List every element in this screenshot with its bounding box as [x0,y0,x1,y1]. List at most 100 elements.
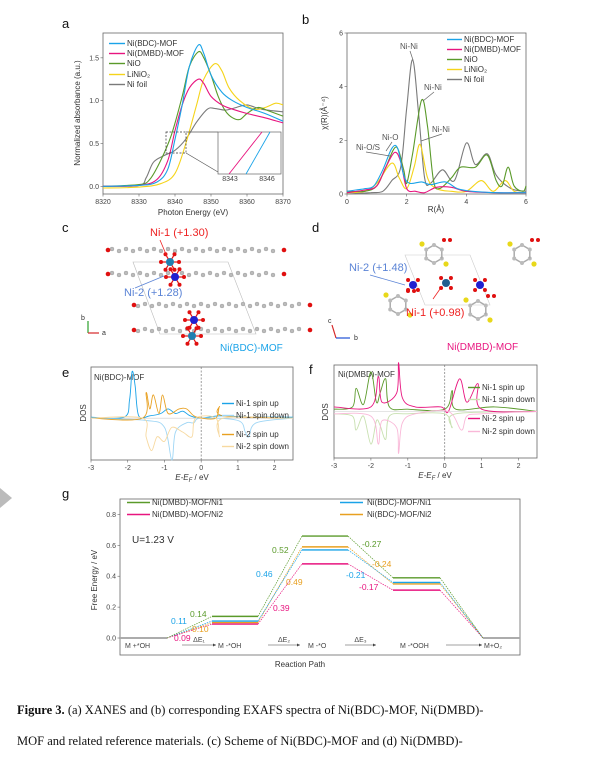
carbon-atom [242,272,248,278]
energy-value-label: 0.14 [190,609,207,619]
energy-connector [347,549,394,583]
carbon-atom [221,246,227,252]
carbon-atom [165,270,171,276]
carbon-atom [235,270,241,276]
oxygen-atom [199,334,203,338]
dos-chart-dmbd: Ni(DMBD)-MOF DOS E-EF / eV -3 -2 -1 0 1 2 Ni-1… [321,362,538,482]
legend-label: Ni-1 spin down [236,411,289,420]
carbon-atom [165,246,171,252]
carbon-atom [184,301,190,307]
oxygen-atom [163,267,168,272]
legend-label: Ni(DMBD)-MOF [127,49,184,58]
x-axis-label: Reaction Path [275,660,325,669]
series-line-ni-foil [102,104,284,187]
x-tick-label: 0 [199,465,203,472]
y-tick-label: 0.0 [106,636,116,643]
step-label: M -*OOH [400,643,429,650]
oxygen-atom [196,310,201,315]
x-tick-label: 8340 [167,199,183,206]
energy-connector [257,549,303,622]
energy-connector [439,589,484,639]
series-line-ni-dmbd-mof [346,151,527,194]
carbon-atom [263,270,269,276]
carbon-atom [468,312,473,317]
sulfur-atom [507,241,513,247]
zoom-region-box [165,131,187,154]
carbon-atom [233,303,239,309]
axis-c-label: c [328,318,332,325]
legend-label: Ni-1 spin up [236,399,279,408]
oxygen-atom [105,271,111,277]
peak-annotation: Ni-Ni [400,42,418,51]
legend-label: Ni foil [464,75,484,84]
energy-connector [347,535,394,579]
legend-label: Ni foil [127,80,147,89]
carbon-atom [388,307,393,312]
energy-connector [439,577,484,639]
oxygen-atom [105,247,111,253]
arrowhead [373,643,376,647]
carbon-atom [149,328,155,334]
y-tick-label: 6 [339,31,343,38]
y-tick-label: 0.6 [106,543,116,550]
y-tick-label: 1.0 [89,98,99,105]
oxygen-atom [177,260,181,264]
series-line-ni-bdc-mof [102,43,284,187]
oxygen-atom [177,282,182,287]
panel-label-a: a [62,16,70,31]
annotation-arrow [420,133,443,142]
legend-label: Ni-2 spin down [482,427,535,436]
potential-label: U=1.23 V [132,535,174,546]
y-tick-label: 0.4 [106,574,116,581]
panel-label-b: b [302,12,309,27]
panel-label-d: d [312,220,319,235]
oxygen-atom [412,289,416,293]
oxygen-atom [448,238,452,242]
peak-annotation: Ni-O [382,133,398,142]
carbon-atom [282,326,288,332]
carbon-atom [144,272,150,278]
ni2-pointer-arrow [134,275,165,289]
carbon-atom [142,326,148,332]
oxygen-atom [486,294,490,298]
plot-frame [102,32,284,195]
carbon-atom [512,247,517,252]
series-line-ni-1-spin-down [333,411,538,445]
figure-caption-line-2: MOF and related reference materials. (c)… [17,734,463,748]
series-line-linio- [346,143,527,194]
carbon-atom [240,326,246,332]
carbon-atom [439,247,444,252]
carbon-atom [207,246,213,252]
ni2-pointer-arrow [369,274,406,286]
carbon-atom [233,328,239,334]
carbon-atom [151,270,157,276]
sulfur-atom [419,241,425,247]
carbon-atom [263,246,269,252]
carbon-atom [247,328,253,334]
carbon-atom [149,303,155,309]
carbon-atom [275,303,281,309]
free-energy-diagram: Free Energy / eV Reaction Path U=1.23 V … [90,498,521,669]
oxygen-atom [473,287,478,292]
oxygen-atom [307,302,313,308]
oxygen-atom [281,271,287,277]
panel-label-g: g [62,486,69,501]
ni2-charge-label: Ni-2 (+1.28) [124,287,182,299]
series-line-ni-2-spin-down [333,410,538,454]
carbon-atom [200,248,206,254]
x-tick-label: 0 [443,463,447,470]
oxygen-atom [181,334,185,338]
x-tick-label: 2 [517,463,521,470]
carbon-atom [109,246,115,252]
oxygen-atom [185,341,190,346]
panel-label-c: c [62,220,69,235]
carbon-atom [520,243,524,247]
oxygen-atom [415,287,420,292]
carbon-atom [268,326,274,332]
carbon-atom [219,328,225,334]
carbon-atom [289,328,295,334]
oxygen-atom [194,326,199,331]
sulfur-atom [383,292,389,298]
step-label: M+O₂ [484,643,502,650]
carbon-atom [242,248,248,254]
